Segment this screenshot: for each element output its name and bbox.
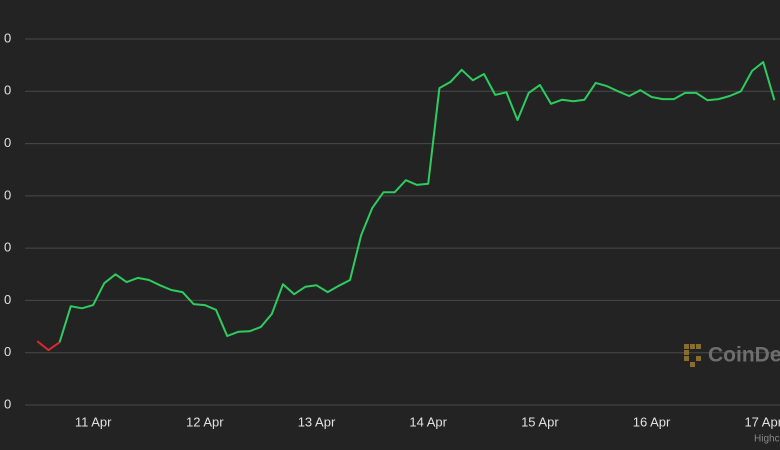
watermark-logo (684, 344, 701, 367)
y-tick-label: 0 (4, 83, 11, 98)
y-tick-label: 0 (4, 30, 11, 45)
price-line (58, 61, 776, 343)
x-tick-label: 16 Apr (633, 414, 671, 429)
y-tick-label: 0 (4, 396, 11, 411)
y-tick-label: 0 (4, 240, 11, 255)
x-tick-label: 15 Apr (521, 414, 559, 429)
x-tick-label: 11 Apr (75, 414, 112, 429)
y-tick-label: 0 (4, 292, 11, 307)
x-tick-label: 17 Apr (744, 414, 780, 429)
x-tick-label: 12 Apr (186, 414, 224, 429)
y-tick-label: 0 (4, 187, 11, 202)
watermark: CoinDe (708, 344, 780, 367)
credits: Highc (754, 434, 780, 445)
x-tick-label: 14 Apr (409, 414, 447, 429)
y-tick-label: 0 (4, 135, 11, 150)
plot: 0 0 0 0 0 0 0 0 11 Apr 12 Apr 13 Apr 14 Apr 15 Apr 16… (4, 30, 780, 429)
y-tick-label: 0 (4, 344, 11, 359)
price-line (36, 340, 61, 352)
x-tick-label: 13 Apr (298, 414, 336, 429)
